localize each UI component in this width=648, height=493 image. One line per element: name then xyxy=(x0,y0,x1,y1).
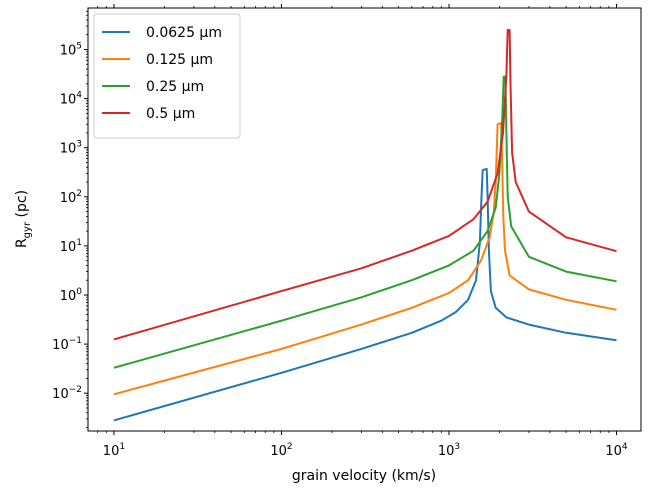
x-tick-label: 102 xyxy=(270,442,292,459)
legend-label-4: 0.5 μm xyxy=(146,106,195,122)
legend-box xyxy=(93,13,241,139)
x-axis-label: grain velocity (km/s) xyxy=(292,468,436,484)
x-tick-label: 103 xyxy=(438,442,460,459)
legend-label-3: 0.25 μm xyxy=(146,79,204,95)
legend-label-2: 0.125 μm xyxy=(146,52,213,68)
series-layer xyxy=(113,29,617,422)
y-axis-label-main: R xyxy=(14,238,30,248)
y-axis-label: Rgyr (pc) xyxy=(14,190,33,248)
ticks-layer: 101 102 103 104 10−2 10−1 100 101 102 103 104 105 xyxy=(52,4,628,459)
legend: 0.0625 μm 0.125 μm 0.25 μm 0.5 μm xyxy=(93,13,241,139)
axes-frame xyxy=(87,7,642,432)
series-line-2 xyxy=(113,121,617,396)
y-tick-label: 105 xyxy=(60,41,82,58)
series-line-1 xyxy=(113,167,617,422)
x-tick-label: 101 xyxy=(103,442,125,459)
y-axis-label-sub: gyr xyxy=(22,221,33,238)
series-line-4 xyxy=(113,29,617,341)
y-tick-label: 100 xyxy=(60,287,83,304)
y-tick-label: 104 xyxy=(60,91,83,108)
y-tick-label: 101 xyxy=(60,238,82,255)
y-tick-label: 103 xyxy=(60,140,82,157)
y-axis-label-suffix: (pc) xyxy=(14,190,30,222)
y-tick-label: 10−1 xyxy=(52,336,82,353)
y-tick-label: 102 xyxy=(60,189,82,206)
x-tick-label: 104 xyxy=(605,442,628,459)
y-tick-label: 10−2 xyxy=(52,385,82,402)
legend-label-1: 0.0625 μm xyxy=(146,25,222,41)
